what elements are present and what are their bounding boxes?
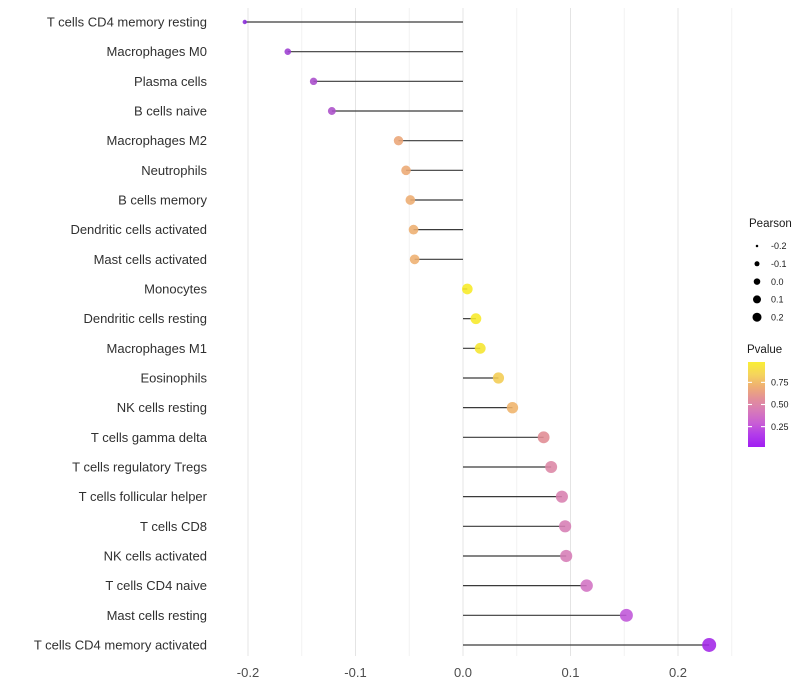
y-axis-label: T cells CD4 memory activated <box>34 637 207 652</box>
legend-pearson: Pearson -0.2 -0.1 0.0 0.1 0.2 <box>749 218 792 322</box>
legend-size-dot <box>755 244 759 248</box>
lollipop-dot <box>474 342 486 354</box>
legend-size-label: -0.2 <box>771 241 787 251</box>
y-axis-label: Macrophages M2 <box>107 133 207 148</box>
lollipop-dot <box>559 520 572 533</box>
x-axis-tick-label: 0.0 <box>454 665 472 680</box>
y-axis-label: T cells regulatory Tregs <box>72 459 207 474</box>
lollipop-dot <box>401 165 411 176</box>
legend-pvalue-tick-label: 0.75 <box>771 378 789 388</box>
lollipop-dot <box>408 224 419 235</box>
y-axis-label: T cells CD8 <box>140 519 207 534</box>
grid-minor <box>301 8 733 656</box>
lollipop-dot <box>284 48 292 55</box>
x-axis-tick-label: -0.1 <box>344 665 366 680</box>
legend-size-label: 0.1 <box>771 295 784 305</box>
y-axis-label: NK cells resting <box>117 400 207 415</box>
legend-size-dot <box>753 278 761 285</box>
lollipop-dot <box>492 372 505 384</box>
legend-size-label: -0.1 <box>771 259 787 269</box>
lollipop-dot <box>580 579 593 592</box>
lollipop-dot <box>461 283 473 295</box>
lollipop-dot <box>470 313 482 325</box>
legend-pvalue: Pvalue 0.75 0.50 0.25 <box>747 344 789 447</box>
y-axis-label: B cells naive <box>134 103 207 118</box>
lollipop-dot <box>537 431 550 444</box>
legend-colorbar <box>748 362 765 447</box>
legend-pearson-title: Pearson <box>749 218 792 230</box>
y-axis-label: Macrophages M1 <box>107 341 207 356</box>
lollipop-dot <box>545 461 558 473</box>
y-axis-label: Mast cells activated <box>94 252 207 267</box>
y-axis-label: NK cells activated <box>104 548 207 563</box>
x-axis-tick-label: 0.1 <box>561 665 579 680</box>
lollipop-dot <box>506 401 519 414</box>
y-axis-label: T cells CD4 memory resting <box>47 15 207 30</box>
lollipop-dot <box>405 195 416 205</box>
legend-size-dot <box>754 261 760 267</box>
legend-pvalue-tick-label: 0.25 <box>771 422 789 432</box>
x-axis-tick-label: -0.2 <box>237 665 259 680</box>
y-axis-labels: T cells CD4 memory resting Macrophages M0… <box>34 15 208 653</box>
x-axis-tick-label: 0.2 <box>669 665 687 680</box>
y-axis-label: T cells follicular helper <box>79 489 208 504</box>
legend-pvalue-title: Pvalue <box>747 344 782 356</box>
y-axis-label: Dendritic cells activated <box>70 222 207 237</box>
y-axis-label: Monocytes <box>144 281 207 296</box>
lollipop-dot <box>393 135 404 146</box>
lollipop-dot <box>555 490 568 503</box>
y-axis-label: Eosinophils <box>141 370 208 385</box>
lollipop-dot <box>309 77 318 86</box>
legend-size-dot <box>752 312 762 322</box>
lollipop-dot <box>327 107 336 115</box>
legend-size-dot <box>753 295 761 304</box>
legend-size-label: 0.2 <box>771 312 784 322</box>
y-axis-label: T cells gamma delta <box>91 430 208 445</box>
lollipop-dot <box>702 637 717 652</box>
dots <box>242 19 717 652</box>
grid-major <box>247 8 679 656</box>
y-axis-label: B cells memory <box>118 192 207 207</box>
y-axis-label: T cells CD4 naive <box>105 578 207 593</box>
lollipop-dot <box>242 19 247 25</box>
lollipop-dot <box>619 608 633 622</box>
lollipop-dot <box>560 549 573 563</box>
y-axis-label: Plasma cells <box>134 74 207 89</box>
y-axis-label: Neutrophils <box>141 163 207 178</box>
x-axis-labels: -0.2 -0.1 0.0 0.1 0.2 <box>237 665 687 680</box>
y-axis-label: Macrophages M0 <box>107 44 207 59</box>
y-axis-label: Dendritic cells resting <box>83 311 207 326</box>
y-axis-label: Mast cells resting <box>107 608 207 623</box>
legend-size-label: 0.0 <box>771 277 784 287</box>
lollipop-dot <box>409 254 420 265</box>
legend-pvalue-tick-label: 0.50 <box>771 400 789 410</box>
